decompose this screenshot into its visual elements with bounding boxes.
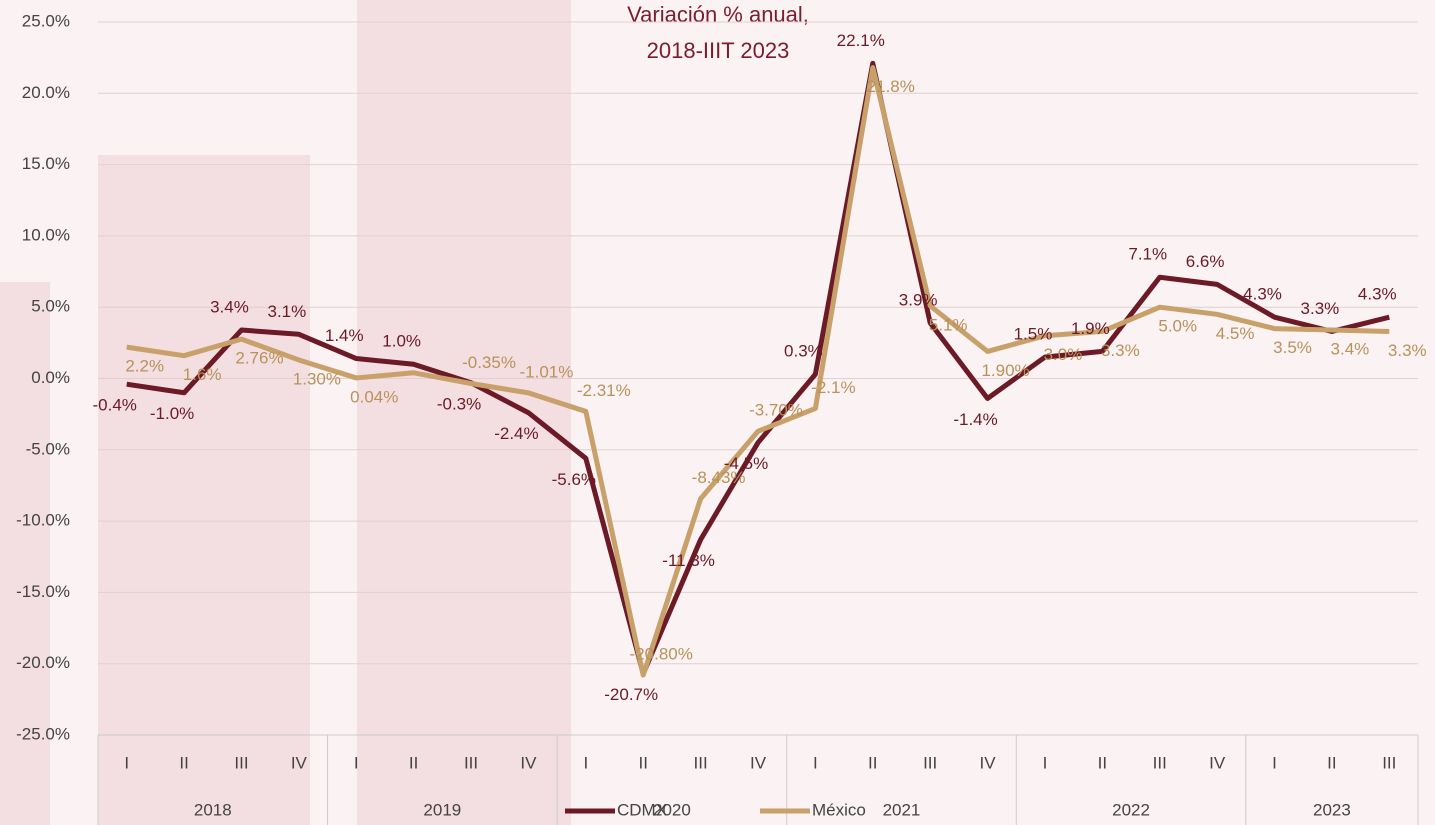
data-label: 7.1% bbox=[1128, 245, 1167, 264]
x-tick-label: I bbox=[813, 753, 818, 772]
y-tick-label: 15.0% bbox=[22, 154, 70, 173]
x-tick-label: II bbox=[409, 753, 418, 772]
data-label: 5.0% bbox=[1158, 317, 1197, 336]
data-label: 4.5% bbox=[1216, 324, 1255, 343]
x-tick-label: IV bbox=[1209, 753, 1226, 772]
legend-label: CDMX bbox=[617, 800, 667, 819]
x-tick-label: II bbox=[1098, 753, 1107, 772]
y-tick-label: 0.0% bbox=[31, 368, 70, 387]
x-tick-label: I bbox=[583, 753, 588, 772]
x-tick-label: III bbox=[1153, 753, 1167, 772]
y-tick-label: -25.0% bbox=[16, 724, 70, 743]
decor bbox=[0, 282, 50, 825]
data-label: 1.6% bbox=[183, 365, 222, 384]
data-label: -2.1% bbox=[811, 378, 855, 397]
data-label: 3.3% bbox=[1101, 341, 1140, 360]
y-tick-label: -20.0% bbox=[16, 653, 70, 672]
data-label: -20.7% bbox=[604, 685, 658, 704]
legend-label: México bbox=[812, 800, 866, 819]
x-tick-label: I bbox=[124, 753, 129, 772]
data-label: 0.3% bbox=[784, 342, 823, 361]
data-label: -1.0% bbox=[150, 404, 194, 423]
group-label: 2018 bbox=[194, 800, 232, 819]
data-label: 2.76% bbox=[235, 349, 283, 368]
x-tick-label: IV bbox=[750, 753, 767, 772]
data-label: -0.4% bbox=[92, 396, 136, 415]
data-label: -5.6% bbox=[552, 470, 596, 489]
x-tick-label: II bbox=[868, 753, 877, 772]
y-tick-label: -5.0% bbox=[26, 439, 70, 458]
data-label: -8.43% bbox=[692, 468, 746, 487]
y-tick-label: -15.0% bbox=[16, 582, 70, 601]
data-label: -1.4% bbox=[953, 410, 997, 429]
group-label: 2023 bbox=[1313, 800, 1351, 819]
data-label: 6.6% bbox=[1186, 252, 1225, 271]
y-tick-label: -10.0% bbox=[16, 511, 70, 530]
data-label: 3.4% bbox=[1331, 340, 1370, 359]
decor bbox=[98, 155, 310, 825]
y-tick-label: 25.0% bbox=[22, 11, 70, 30]
chart: Variación % anual, 2018-IIIT 2023 -25.0%… bbox=[0, 0, 1435, 825]
x-tick-label: II bbox=[638, 753, 647, 772]
x-tick-label: II bbox=[1327, 753, 1336, 772]
data-label: 3.9% bbox=[899, 290, 938, 309]
chart-title: Variación % anual, bbox=[627, 2, 809, 27]
data-label: 1.9% bbox=[1071, 319, 1110, 338]
x-tick-label: IV bbox=[520, 753, 537, 772]
data-label: -1.01% bbox=[519, 362, 573, 381]
data-label: 3.3% bbox=[1388, 341, 1427, 360]
x-tick-label: IV bbox=[291, 753, 308, 772]
x-tick-label: III bbox=[1382, 753, 1396, 772]
data-label: 4.3% bbox=[1358, 285, 1397, 304]
x-tick-label: III bbox=[234, 753, 248, 772]
group-label: 2019 bbox=[423, 800, 461, 819]
y-tick-label: 5.0% bbox=[31, 297, 70, 316]
x-tick-label: II bbox=[179, 753, 188, 772]
data-label: 5.1% bbox=[929, 315, 968, 334]
chart-subtitle: 2018-IIIT 2023 bbox=[647, 38, 790, 63]
x-tick-label: III bbox=[464, 753, 478, 772]
data-label: 2.2% bbox=[125, 357, 164, 376]
data-label: -0.3% bbox=[437, 394, 481, 413]
data-label: 1.5% bbox=[1014, 325, 1053, 344]
x-tick-label: I bbox=[1043, 753, 1048, 772]
data-label: 3.5% bbox=[1273, 338, 1312, 357]
data-label: 1.90% bbox=[981, 361, 1029, 380]
group-label: 2021 bbox=[883, 800, 921, 819]
data-label: 21.8% bbox=[867, 77, 915, 96]
data-label: 1.4% bbox=[325, 326, 364, 345]
group-label: 2022 bbox=[1112, 800, 1150, 819]
data-label: 22.1% bbox=[837, 31, 885, 50]
x-tick-label: III bbox=[923, 753, 937, 772]
data-label: -2.4% bbox=[494, 424, 538, 443]
data-label: 1.0% bbox=[382, 332, 421, 351]
x-tick-label: I bbox=[354, 753, 359, 772]
data-label: 0.04% bbox=[350, 387, 398, 406]
data-label: -11.3% bbox=[662, 551, 715, 570]
x-tick-label: I bbox=[1272, 753, 1277, 772]
data-label: -2.31% bbox=[577, 381, 631, 400]
data-label: -3.70% bbox=[749, 401, 803, 420]
x-tick-label: III bbox=[694, 753, 708, 772]
y-tick-label: 20.0% bbox=[22, 83, 70, 102]
data-label: 1.30% bbox=[293, 369, 341, 388]
y-tick-label: 10.0% bbox=[22, 225, 70, 244]
data-label: 4.3% bbox=[1243, 285, 1282, 304]
data-label: 3.3% bbox=[1301, 299, 1340, 318]
data-label: -20.80% bbox=[630, 645, 693, 664]
data-label: -0.35% bbox=[462, 353, 516, 372]
x-tick-label: IV bbox=[980, 753, 997, 772]
data-label: 3.4% bbox=[210, 298, 249, 317]
data-label: 3.1% bbox=[267, 302, 306, 321]
data-label: 3.0% bbox=[1044, 345, 1083, 364]
